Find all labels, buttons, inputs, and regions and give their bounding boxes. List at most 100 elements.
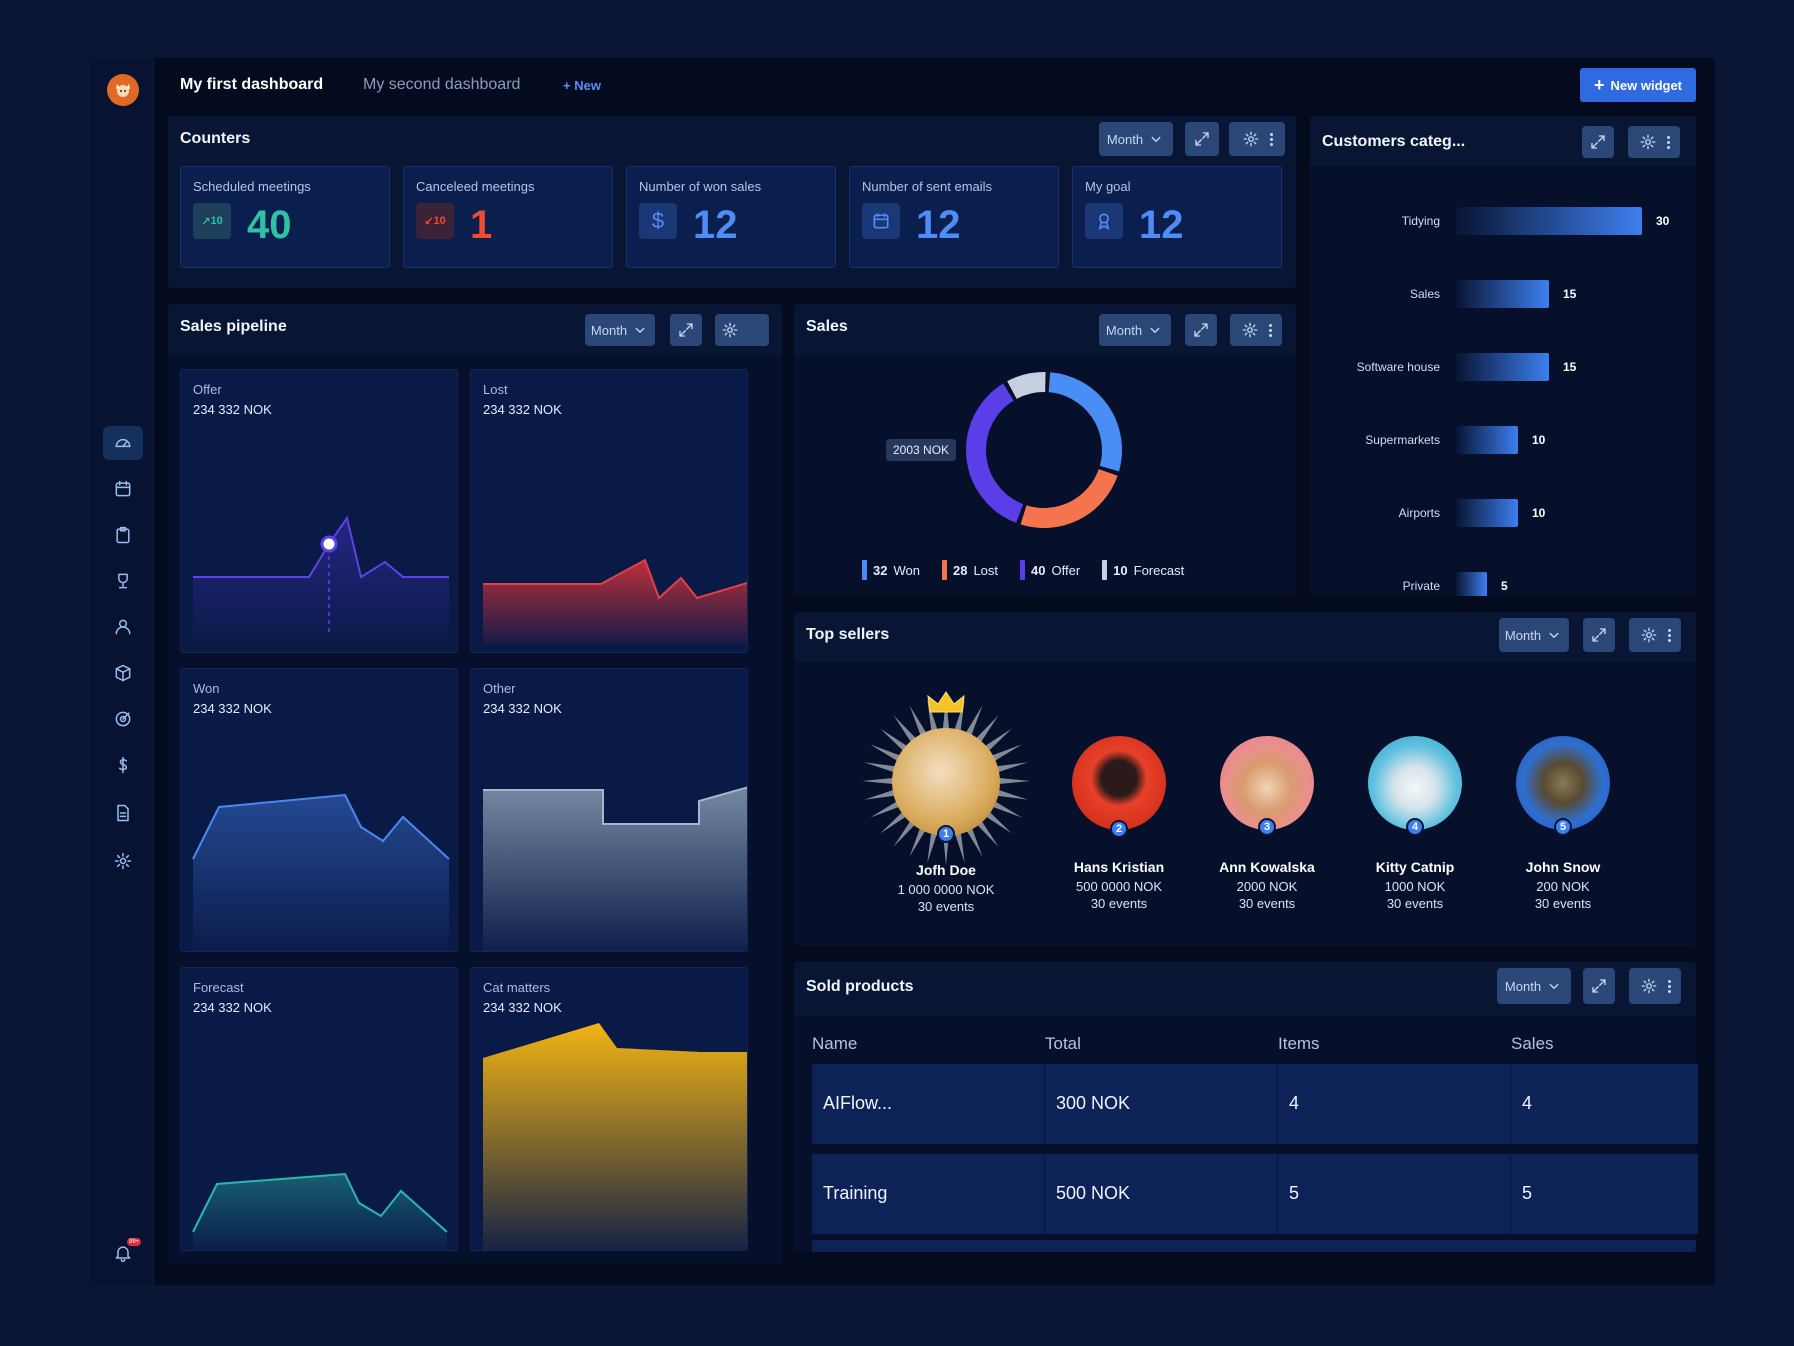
sidebar-item-targets[interactable] [103, 702, 143, 736]
donut-slice-offer[interactable] [966, 383, 1024, 523]
cell-total: 500 NOK [1056, 1183, 1131, 1203]
table-row[interactable]: Training 500 NOK 5 5 [812, 1154, 1698, 1234]
pipeline-chart-offer: Offer 234 332 NOK [180, 369, 458, 653]
expand-icon [1592, 628, 1606, 642]
pipeline-chart-other: Other 234 332 NOK [470, 668, 748, 952]
bar-value: 15 [1563, 360, 1577, 374]
legend-label: Won [893, 562, 920, 578]
sidebar-item-goals[interactable] [103, 564, 143, 598]
user-avatar[interactable] [107, 74, 139, 106]
more-icon [1667, 633, 1671, 637]
legend-label: Offer [1051, 562, 1081, 578]
table-row[interactable]: AIFlow... 300 NOK 4 4 [812, 1064, 1698, 1144]
counter-value: 12 [1139, 203, 1184, 247]
seller-avatar-3[interactable] [1220, 736, 1314, 830]
customers-expand-button[interactable] [1582, 126, 1614, 158]
tooltip-value: 2003 NOK [893, 443, 950, 457]
burst-ray [991, 800, 1022, 818]
sidebar-item-calendar[interactable] [103, 472, 143, 506]
period-label: Month [1504, 978, 1542, 994]
sidebar-item-tasks[interactable] [103, 518, 143, 552]
counter-badge: 10 [433, 215, 446, 227]
bar[interactable] [1456, 280, 1549, 308]
counter-badge: 10 [210, 215, 223, 227]
fox-logo-icon [116, 84, 130, 97]
expand-icon [1592, 979, 1606, 993]
new-widget-button[interactable]: + New widget [1580, 68, 1696, 102]
sidebar-item-products[interactable] [103, 656, 143, 690]
bar-label: Supermarkets [1365, 433, 1440, 447]
cat-matters-area-chart [483, 1023, 747, 1250]
sales-expand-button[interactable] [1185, 314, 1217, 346]
column-header-sales[interactable]: Sales [1511, 1034, 1554, 1053]
sales-pipeline-title: Sales pipeline [180, 318, 287, 335]
notification-badge: 99+ [127, 1238, 142, 1246]
column-divider [1277, 1154, 1278, 1234]
customers-settings-button[interactable] [1628, 126, 1680, 158]
sellers-expand-button[interactable] [1583, 618, 1615, 652]
cell-sales: 5 [1522, 1183, 1533, 1203]
legend-value: 10 [1113, 562, 1128, 578]
cell-name: Training [823, 1183, 888, 1203]
bar[interactable] [1456, 426, 1518, 454]
seller-avatar-1[interactable] [892, 728, 1000, 836]
notifications-button[interactable]: 99+ [103, 1236, 143, 1270]
column-header-total[interactable]: Total [1045, 1034, 1081, 1053]
column-header-name[interactable]: Name [812, 1034, 858, 1053]
seller-name: John Snow [1525, 859, 1601, 875]
legend-label: Lost [973, 562, 999, 578]
sellers-settings-button[interactable] [1629, 618, 1681, 652]
burst-ray [942, 697, 950, 730]
bar[interactable] [1456, 499, 1518, 527]
seller-avatar-2[interactable] [1072, 736, 1166, 830]
chart-amount: 234 332 NOK [193, 701, 272, 716]
counters-period-select[interactable]: Month [1099, 122, 1173, 156]
sidebar-item-contacts[interactable] [103, 610, 143, 644]
legend-swatch [941, 560, 947, 580]
bar-value: 10 [1532, 506, 1546, 520]
bell-icon [115, 1246, 131, 1263]
chevron-down-icon [635, 327, 645, 333]
bar[interactable] [1456, 572, 1487, 596]
sidebar-item-settings[interactable] [103, 844, 143, 878]
gear-icon [1242, 322, 1257, 338]
period-label: Month [1105, 322, 1143, 338]
sellers-period-select[interactable]: Month [1499, 618, 1569, 652]
pipeline-settings-button[interactable] [715, 314, 769, 346]
donut-slice-lost[interactable] [1020, 468, 1118, 528]
pipeline-period-select[interactable]: Month [585, 314, 655, 346]
cell-items: 4 [1289, 1093, 1300, 1113]
more-icon [1269, 137, 1273, 141]
counters-expand-button[interactable] [1185, 122, 1219, 156]
sidebar-item-documents[interactable] [103, 796, 143, 830]
sales-settings-button[interactable] [1230, 314, 1282, 346]
tab-my-first-dashboard[interactable]: My first dashboard [180, 76, 324, 93]
donut-slice-forecast[interactable] [1007, 372, 1046, 400]
column-header-items[interactable]: Items [1278, 1034, 1320, 1053]
seller-card-3: Ann Kowalska 2000 NOK 30 events [1192, 859, 1342, 911]
bar[interactable] [1456, 353, 1549, 381]
pipeline-chart-lost: Lost 234 332 NOK [470, 369, 748, 653]
forecast-area-chart [192, 1172, 448, 1250]
sales-period-select[interactable]: Month [1099, 314, 1171, 346]
counters-settings-button[interactable] [1229, 122, 1285, 156]
sidebar-item-dashboard[interactable] [103, 426, 143, 460]
products-settings-button[interactable] [1629, 968, 1681, 1004]
new-tab-link[interactable]: + New [563, 78, 601, 93]
seller-avatar-4[interactable] [1368, 736, 1462, 830]
products-expand-button[interactable] [1583, 968, 1615, 1004]
products-period-select[interactable]: Month [1497, 968, 1571, 1004]
seller-avatar-5[interactable] [1516, 736, 1610, 830]
burst-ray [893, 715, 917, 743]
donut-slice-won[interactable] [1048, 372, 1122, 472]
pipeline-chart-forecast: Forecast 234 332 NOK [180, 967, 458, 1251]
tab-my-second-dashboard[interactable]: My second dashboard [363, 76, 521, 93]
sold-products-title: Sold products [806, 978, 914, 995]
seller-rank-1: 1 [937, 825, 955, 843]
sidebar-item-finance[interactable] [103, 748, 143, 782]
target-icon [115, 711, 131, 727]
seller-events: 30 events [1386, 896, 1444, 911]
pipeline-expand-button[interactable] [670, 314, 702, 346]
counter-scheduled-meetings: Scheduled meetings ↗ 10 40 [180, 166, 390, 268]
bar[interactable] [1456, 207, 1642, 235]
